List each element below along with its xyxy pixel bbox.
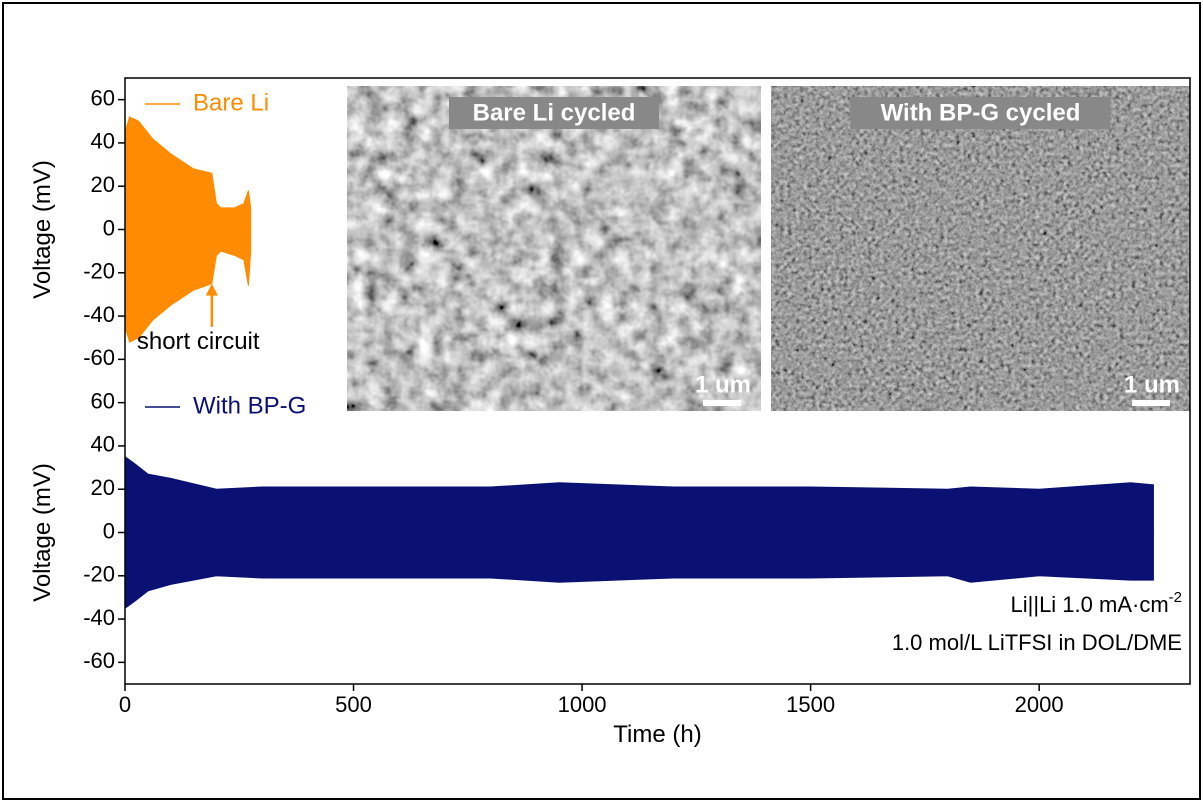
x-axis-label: Time (h) [613, 721, 701, 748]
annotation-text: short circuit [137, 328, 260, 355]
voltage-envelope [124, 229, 252, 343]
annotation-arrowhead [205, 283, 218, 296]
inset-label-bg [850, 97, 1111, 129]
x-tick-label: 1000 [558, 692, 607, 717]
y-tick-label: 0 [103, 518, 115, 543]
inset-label-bg [449, 97, 659, 129]
y-tick-label: -40 [83, 605, 115, 630]
scale-bar-label: 1 um [695, 371, 751, 398]
inset-label: With BP-G cycled [881, 99, 1081, 126]
note-part: 1.0 mol/L LiTFSI in DOL/DME [892, 630, 1182, 655]
note-part: -2 [1169, 589, 1182, 606]
note-part: Li||Li 1.0 mA·cm [1011, 592, 1169, 617]
y-tick-label: 20 [91, 475, 115, 500]
y-tick-label: 40 [91, 432, 115, 457]
y-tick-label: -20 [83, 562, 115, 587]
y-axis-label: Voltage (mV) [29, 463, 56, 602]
scale-bar-label: 1 um [1124, 371, 1180, 398]
note: 1.0 mol/L LiTFSI in DOL/DME [892, 630, 1182, 655]
sem-image [347, 86, 761, 411]
y-tick-label: 0 [103, 215, 115, 240]
voltage-envelope [124, 455, 1154, 533]
x-tick-label: 0 [119, 692, 131, 717]
note: Li||Li 1.0 mA·cm-2 [1011, 589, 1182, 617]
x-tick-label: 500 [335, 692, 372, 717]
y-tick-label: -40 [83, 302, 115, 327]
y-tick-label: -20 [83, 259, 115, 284]
y-tick-label: 40 [91, 129, 115, 154]
y-axis-label: Voltage (mV) [29, 160, 56, 299]
x-tick-label: 1500 [786, 692, 835, 717]
x-tick-label: 2000 [1015, 692, 1064, 717]
sem-image [771, 86, 1190, 411]
voltage-envelope [124, 532, 1154, 610]
legend-label: With BP-G [193, 392, 306, 419]
voltage-envelope [124, 116, 252, 230]
legend-label: Bare Li [193, 89, 269, 116]
y-tick-label: 20 [91, 172, 115, 197]
y-tick-label: -60 [83, 345, 115, 370]
scale-bar [1132, 400, 1170, 406]
plot-border [124, 77, 1191, 685]
y-tick-label: 60 [91, 85, 115, 110]
y-tick-label: -60 [83, 648, 115, 673]
inset-label: Bare Li cycled [473, 99, 636, 126]
scale-bar [703, 400, 741, 406]
y-tick-label: 60 [91, 388, 115, 413]
